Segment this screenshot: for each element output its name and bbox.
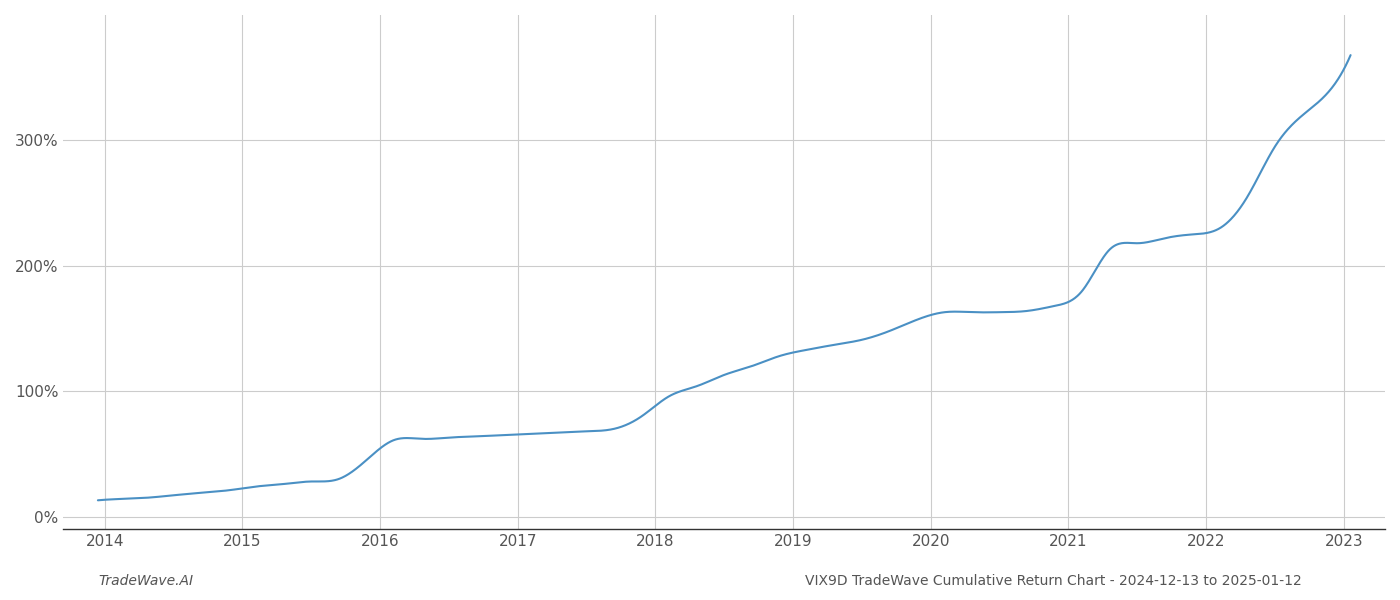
Text: TradeWave.AI: TradeWave.AI <box>98 574 193 588</box>
Text: VIX9D TradeWave Cumulative Return Chart - 2024-12-13 to 2025-01-12: VIX9D TradeWave Cumulative Return Chart … <box>805 574 1302 588</box>
